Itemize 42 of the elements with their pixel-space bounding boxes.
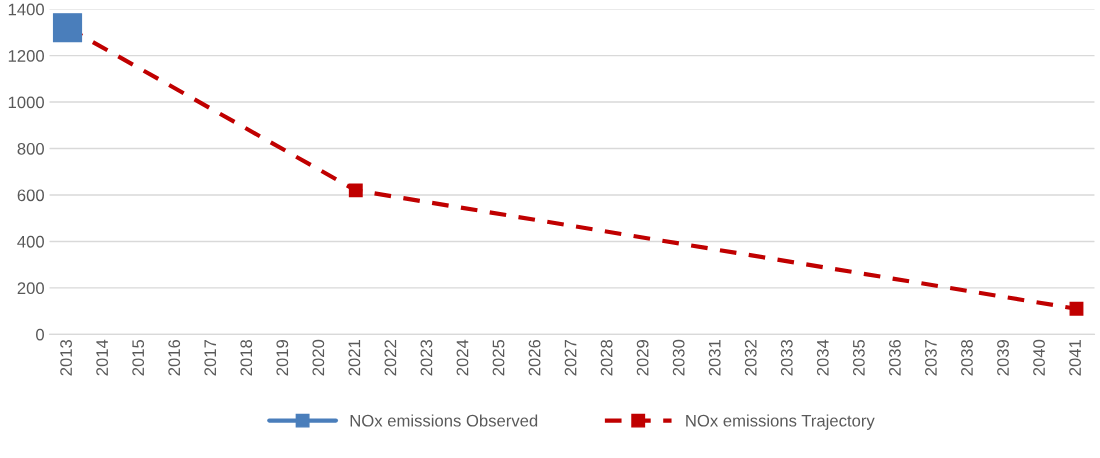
- y-tick-label: 600: [17, 189, 44, 202]
- x-tick-label: 2038: [961, 339, 973, 376]
- x-tick-label: 2016: [168, 339, 181, 376]
- y-tick-label: 1000: [8, 96, 44, 109]
- x-tick-label: 2025: [492, 339, 505, 376]
- x-tick-label: 2034: [816, 339, 829, 376]
- x-tick-label: 2032: [744, 340, 757, 376]
- x-tick-label: 2015: [132, 339, 145, 376]
- x-tick-label: 2036: [888, 339, 901, 376]
- x-tick-label: 2020: [312, 339, 325, 376]
- y-tick-label: 800: [17, 142, 44, 155]
- y-tick-label: 0: [36, 328, 44, 341]
- x-tick-label: 2029: [636, 339, 649, 376]
- x-tick-label: 2028: [600, 339, 613, 376]
- y-tick-label: 400: [17, 235, 44, 248]
- x-tick-label: 2031: [708, 340, 721, 376]
- x-tick-label: 2037: [925, 340, 937, 376]
- y-tick-label: 1200: [8, 50, 44, 62]
- point: [348, 183, 363, 198]
- x-tick-label: 2019: [276, 339, 289, 376]
- x-tick-label: 2027: [564, 340, 577, 376]
- x-tick-label: 2017: [204, 340, 217, 376]
- x-tick-label: 2041: [1069, 340, 1081, 376]
- x-tick-label: 2033: [780, 339, 793, 376]
- x-tick-label: 2022: [384, 340, 397, 376]
- x-tick-label: 2013: [60, 339, 72, 376]
- y-tick-label: 200: [17, 282, 44, 295]
- point: [52, 13, 83, 43]
- x-tick-label: 2014: [96, 339, 109, 376]
- x-tick-label: 2021: [348, 340, 361, 376]
- x-tick-label: 2035: [852, 339, 865, 376]
- legend-label: NOx emissions Trajectory: [686, 414, 875, 430]
- x-tick-label: 2026: [528, 339, 541, 376]
- x-tick-label: 2030: [672, 339, 685, 376]
- x-tick-label: 2024: [456, 339, 469, 376]
- legend-label: NOx emissions Observed: [350, 414, 538, 427]
- y-tick-label: 1400: [8, 3, 44, 16]
- x-tick-label: 2018: [240, 339, 253, 376]
- x-tick-label: 2040: [1033, 339, 1045, 376]
- point: [1069, 301, 1084, 316]
- x-tick-label: 2023: [420, 339, 433, 376]
- x-tick-label: 2039: [997, 339, 1009, 376]
